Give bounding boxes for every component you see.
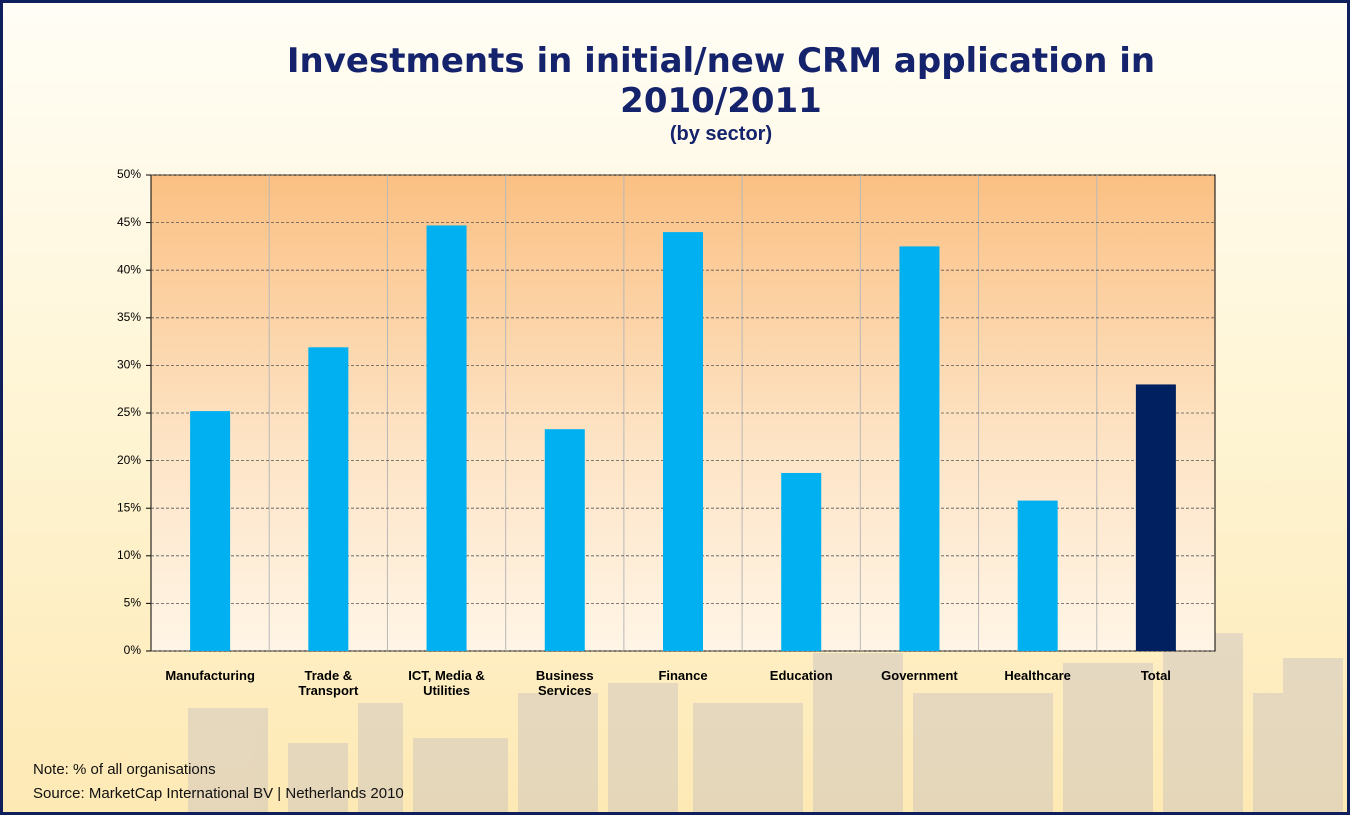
chart-title: Investments in initial/new CRM applicati… (286, 41, 1156, 121)
y-tick-label: 45% (117, 215, 141, 229)
x-tick-label: Finance (658, 668, 708, 683)
y-tick-label: 20% (117, 453, 141, 467)
y-tick-label: 0% (124, 643, 142, 657)
bar (426, 225, 467, 651)
bar (781, 472, 822, 651)
bar (1017, 500, 1058, 651)
skyline (188, 633, 1343, 812)
x-tick-label: Trade & Transport (298, 668, 359, 698)
y-tick-label: 35% (117, 310, 141, 324)
y-tick-label: 40% (117, 262, 141, 276)
note: Note: % of all organisations (33, 761, 216, 778)
bar (663, 232, 703, 651)
bar (1135, 384, 1176, 651)
x-tick-label: Healthcare (1004, 668, 1071, 683)
x-tick-label: Total (1140, 668, 1171, 683)
y-tick-label: 5% (124, 596, 142, 610)
y-tick-label: 50% (117, 167, 141, 181)
bar (899, 246, 940, 651)
y-tick-label: 15% (117, 500, 141, 514)
x-tick-label: Education (769, 668, 833, 683)
x-tick-label: Government (881, 668, 958, 683)
y-tick-label: 25% (117, 405, 141, 419)
x-tick-label: Business Services (535, 668, 594, 698)
source: Source: MarketCap International BV | Net… (33, 785, 404, 802)
y-tick-label: 10% (117, 548, 141, 562)
chart-subtitle: (by sector) (669, 123, 773, 145)
bar (190, 411, 231, 651)
bar (544, 429, 585, 651)
bar (308, 347, 349, 651)
x-tick-label: ICT, Media & Utilities (408, 668, 485, 698)
chart: 0% 5% 10% 15% 20% 25% 30% 35% 40% 45% 50% (117, 167, 1343, 812)
y-tick-label: 30% (117, 358, 141, 372)
x-tick-label: Manufacturing (165, 668, 255, 683)
